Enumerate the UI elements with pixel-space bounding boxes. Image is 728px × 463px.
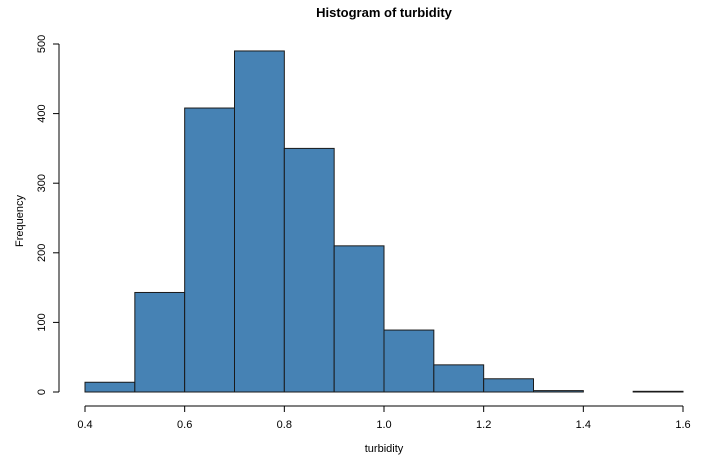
x-tick-label: 0.6 [177,419,192,431]
histogram-bar-0 [84,381,136,393]
x-axis: 0.4 0.6 0.8 1.0 1.2 1.4 1.6 [77,405,691,431]
x-tick-label: 1.0 [376,419,391,431]
y-tick-label: 300 [36,174,48,192]
histogram-bar-7 [433,364,485,393]
x-tick-label: 0.8 [277,419,292,431]
histogram-bar-6 [383,329,435,393]
histogram-bar-4 [283,147,335,393]
histogram-bar-9 [533,390,584,393]
y-tick-label: 400 [36,104,48,122]
y-tick-label: 200 [36,244,48,262]
histogram-bar-1 [134,291,186,393]
histogram-bar-11 [632,390,684,393]
histogram-bar-2 [184,107,236,393]
y-tick-label: 500 [36,35,48,53]
histogram-bar-5 [333,245,385,393]
chart-title: Histogram of turbidity [316,5,453,20]
bars-group [84,50,684,393]
y-tick-label: 100 [36,313,48,331]
y-tick-label: 0 [36,389,48,395]
x-tick-label: 1.2 [476,419,491,431]
x-tick-label: 0.4 [77,419,92,431]
histogram-bar-8 [483,378,534,393]
x-tick-label: 1.4 [576,419,591,431]
histogram-bar-3 [234,50,285,393]
x-tick-label: 1.6 [675,419,690,431]
y-axis-label: Frequency [14,195,26,247]
y-axis: 0 100 200 300 400 500 [36,35,60,395]
x-axis-label: turbidity [365,443,404,455]
